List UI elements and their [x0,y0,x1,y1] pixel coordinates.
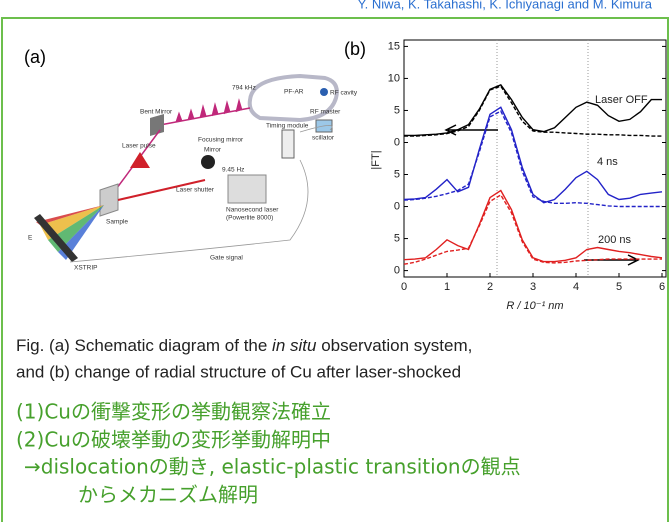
diagram-label: 9.45 Hz [222,167,244,174]
arrow [446,125,498,135]
y-tick-label: 10 [388,72,400,84]
laser-pulse [130,152,150,168]
diagram-label: RF master [310,109,341,116]
series-line [404,195,662,264]
x-tick-label: 4 [573,281,579,293]
diagram-label: Laser shutter [176,187,215,194]
series-label: Laser OFF [595,94,648,106]
series-line [404,107,662,202]
x-tick-label: 1 [444,281,450,293]
slide: Y. Niwa, K. Takahashi, K. Ichiyanagi and… [0,0,670,522]
diagram-label: Mirror [204,147,222,154]
y-tick-label: 5 [394,168,400,180]
diagram-label: Timing module [266,123,309,130]
caption-text: Fig. (a) Schematic diagram of the [16,336,272,355]
diagram-label: Focusing mirror [198,137,244,144]
diagram-label: Bent Mirror [140,109,173,116]
diagram-label: 794 kHz [232,85,256,92]
rf-cavity [320,88,328,96]
y-tick-label: 15 [388,40,400,52]
diagram-label: E [28,235,33,242]
x-tick-label: 5 [616,281,622,293]
caption: and (b) change of radial structure of Cu… [16,362,461,381]
series-label: 200 ns [598,234,632,246]
diagram-label: (Powerlite 8000) [226,215,273,222]
x-tick-label: 0 [401,281,407,293]
bent-mirror [150,114,164,136]
diagram-label: scillator [312,135,335,142]
note: からメカニズム解明 [78,483,258,507]
diagram-label: RF cavity [330,90,358,97]
diagram-label: Laser pulse [122,143,156,150]
note: (1)Cuの衝撃変形の挙動観察法確立 [16,400,331,424]
x-tick-label: 3 [530,281,536,293]
ft-chart: |FT| R / 10⁻¹ nm 0 5 0 5 0 5 10 15 0 1 2 3 4 5 6 Laser … [370,40,666,312]
x-tick-label: 6 [659,281,665,293]
y-tick-label: 0 [394,200,400,212]
schematic: 794 kHz PF-AR RF cavity Bent Mirror Focu… [28,76,358,272]
series-line [404,111,662,206]
series-line [404,191,662,262]
diagram-label: PF-AR [284,89,304,96]
note: (2)Cuの破壊挙動の変形挙動解明中 [16,428,331,452]
caption-text: observation system, [316,336,472,355]
panel-label: (a) [24,47,46,67]
diagram-label: Sample [106,219,128,226]
diagram-label: Gate signal [210,255,243,262]
note: →dislocationの動き, elastic-plastic transit… [24,455,521,479]
panel-label: (b) [344,39,366,59]
series-label: 4 ns [597,156,618,168]
diagram-label: Nanosecond laser [226,207,279,214]
y-tick-label: 0 [394,136,400,148]
sample [100,184,118,216]
diagram-label: XSTRIP [74,265,97,272]
series-line [404,85,662,136]
arrow [584,255,638,265]
x-tick-label: 2 [487,281,493,293]
caption: Fig. (a) Schematic diagram of the in sit… [16,336,472,355]
x-axis-label: R / 10⁻¹ nm [506,300,563,312]
y-tick-label: 5 [394,104,400,116]
laser [228,175,266,203]
mirror [201,155,215,169]
timing-module [282,130,294,158]
y-tick-label: 0 [394,265,400,277]
y-axis-label: |FT| [370,150,382,169]
y-tick-label: 5 [394,232,400,244]
authors: Y. Niwa, K. Takahashi, K. Ichiyanagi and… [358,0,653,11]
caption-text: in situ [272,336,317,355]
